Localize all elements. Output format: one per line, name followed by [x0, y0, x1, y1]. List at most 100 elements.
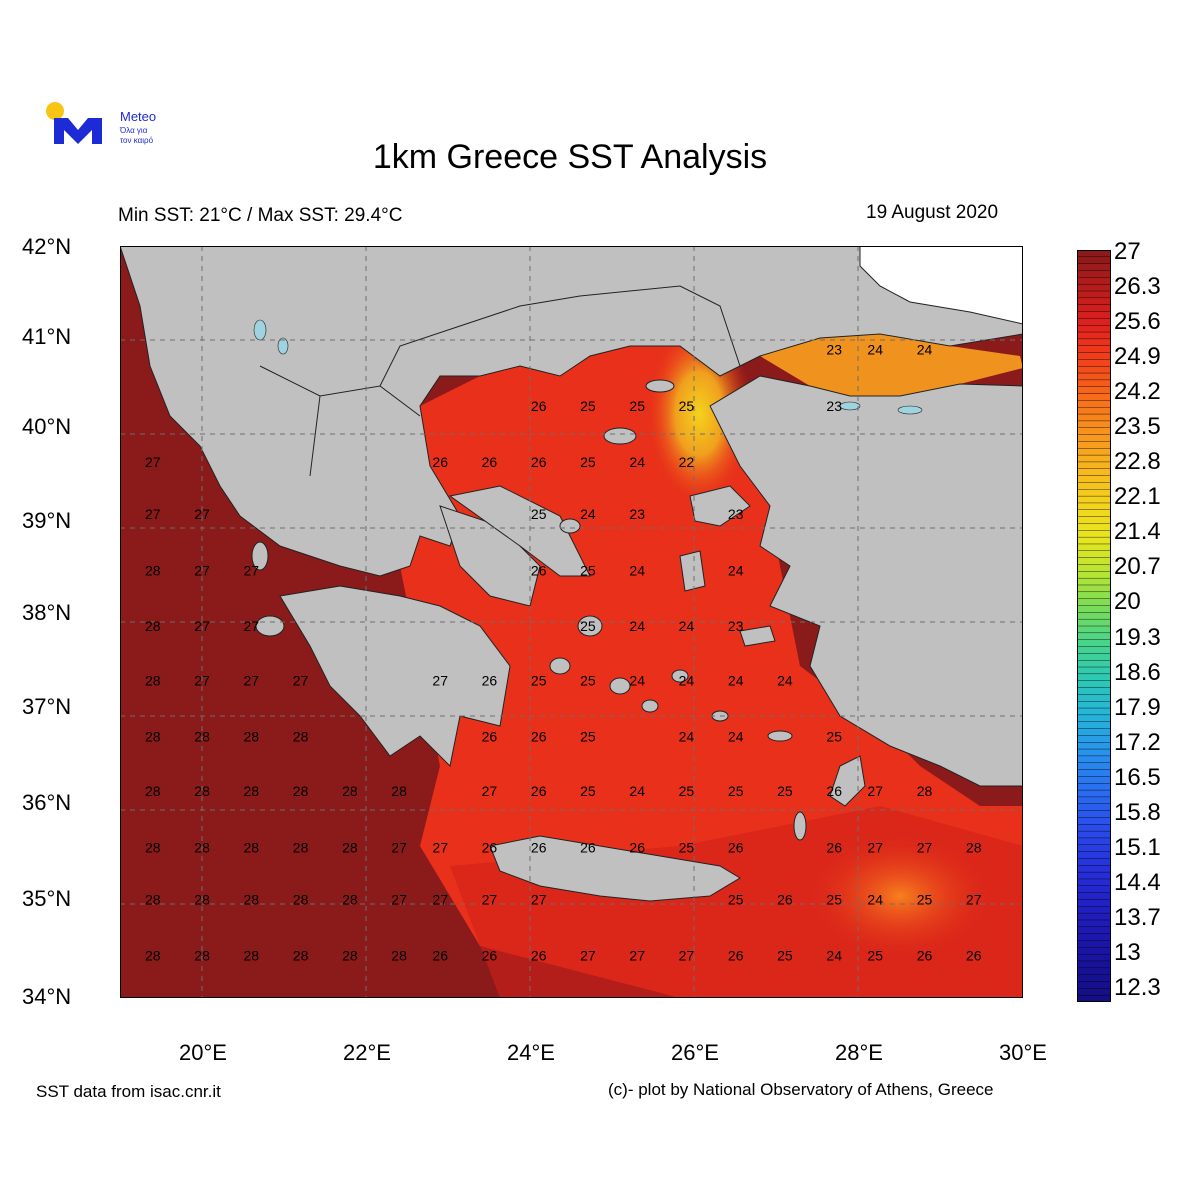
colorbar-band: [1077, 475, 1111, 484]
sst-value-label: 26: [482, 454, 498, 470]
sst-value-labels: 23 24 24 26 25 25 25 23 27 26 26 26 25 24 22 27 27 25 24 23…: [145, 341, 982, 963]
country-borders: [259, 285, 741, 477]
colorbar-band: [1077, 338, 1111, 347]
colorbar-band: [1077, 837, 1111, 846]
colorbar-band: [1077, 297, 1111, 306]
page-title: 1km Greece SST Analysis: [372, 138, 768, 176]
colorbar-label: 24.2: [1114, 378, 1161, 406]
lat-label: 34°N: [22, 984, 72, 1009]
colorbar-label: 25.6: [1114, 308, 1161, 336]
colorbar-band: [1077, 571, 1111, 579]
sst-value-label: 27: [966, 891, 982, 907]
colorbar-band: [1077, 653, 1111, 661]
sst-value-label: 26: [432, 948, 448, 964]
colorbar-band: [1077, 906, 1111, 914]
sst-value-label: 24: [679, 729, 695, 745]
colorbar-band: [1077, 899, 1111, 907]
lat-label: 36°N: [22, 790, 72, 815]
sst-value-label: 26: [432, 454, 448, 470]
colorbar-band: [1077, 776, 1111, 784]
sst-value-label: 28: [917, 783, 933, 799]
colorbar-label: 20: [1114, 588, 1141, 616]
sst-value-label: 27: [194, 506, 210, 522]
colorbar-band: [1077, 489, 1111, 497]
sst-value-label: 28: [244, 840, 260, 856]
colorbar-label: 15.8: [1114, 798, 1161, 826]
logo-brand: Meteo: [120, 109, 157, 124]
colorbar-band: [1077, 290, 1111, 299]
colorbar-band: [1077, 625, 1111, 634]
sst-value-label: 27: [194, 672, 210, 688]
colorbar-band: [1077, 516, 1111, 525]
sst-value-label: 25: [728, 891, 744, 907]
sst-value-label: 24: [867, 341, 883, 357]
sst-value-label: 28: [293, 840, 309, 856]
sst-value-label: 24: [728, 672, 744, 688]
colorbar-band: [1077, 550, 1111, 559]
colorbar-band: [1077, 277, 1111, 285]
colorbar-band: [1077, 810, 1111, 819]
sst-value-label: 28: [145, 729, 161, 745]
sst-value-label: 27: [482, 891, 498, 907]
colorbar-band: [1077, 427, 1111, 436]
sst-value-label: 24: [629, 672, 645, 688]
sst-value-label: 25: [826, 891, 842, 907]
colorbar-band: [1077, 454, 1111, 463]
sst-value-label: 24: [629, 562, 645, 578]
sst-value-label: 28: [966, 840, 982, 856]
colorbar-band: [1077, 789, 1111, 798]
sst-colorbar: [1077, 250, 1111, 1002]
sst-value-label: 25: [580, 454, 596, 470]
colorbar-band: [1077, 413, 1111, 422]
sst-value-label: 25: [826, 729, 842, 745]
colorbar-band: [1077, 666, 1111, 675]
colorbar-band: [1077, 502, 1111, 511]
colorbar-band: [1077, 448, 1111, 456]
sst-value-label: 26: [531, 729, 547, 745]
colorbar-band: [1077, 283, 1111, 292]
data-source: SST data from isac.cnr.it: [36, 1082, 221, 1101]
sst-value-label: 23: [728, 618, 744, 634]
lake: [253, 319, 267, 341]
colorbar-label: 27: [1114, 238, 1141, 265]
crete: [489, 835, 741, 902]
colorbar-label: 24.9: [1114, 343, 1161, 371]
colorbar-label: 13.7: [1114, 903, 1161, 931]
sst-value-label: 27: [293, 672, 309, 688]
colorbar-band: [1077, 974, 1111, 983]
sst-value-label: 25: [867, 948, 883, 964]
sst-value-label: 23: [826, 341, 842, 357]
colorbar-band: [1077, 824, 1111, 832]
map-frame: [120, 246, 1023, 998]
sst-value-label: 27: [391, 840, 407, 856]
colorbar-band: [1077, 591, 1111, 600]
sst-value-label: 27: [580, 948, 596, 964]
colorbar-band: [1077, 482, 1111, 490]
sst-value-label: 28: [342, 948, 358, 964]
colorbar-band: [1077, 400, 1111, 408]
sst-value-label: 27: [391, 891, 407, 907]
sst-value-label: 28: [145, 618, 161, 634]
sst-value-label: 26: [531, 783, 547, 799]
sst-value-label: 27: [867, 783, 883, 799]
sst-value-label: 28: [145, 672, 161, 688]
sst-value-label: 27: [679, 948, 695, 964]
sst-value-label: 27: [194, 562, 210, 578]
colorbar-band: [1077, 851, 1111, 860]
colorbar-band: [1077, 755, 1111, 764]
colorbar-band: [1077, 270, 1111, 279]
mainland-greece: [120, 246, 1023, 577]
colorbar-band: [1077, 530, 1111, 538]
lat-label: 39°N: [22, 508, 72, 533]
colorbar-band: [1077, 858, 1111, 866]
sst-value-label: 28: [194, 891, 210, 907]
colorbar-band: [1077, 885, 1111, 894]
sst-value-label: 23: [629, 506, 645, 522]
lat-label: 38°N: [22, 600, 72, 625]
sst-value-label: 25: [580, 562, 596, 578]
sst-value-label: 27: [917, 840, 933, 856]
colorbar-band: [1077, 687, 1111, 696]
sst-value-label: 28: [342, 840, 358, 856]
sst-value-label: 26: [826, 783, 842, 799]
